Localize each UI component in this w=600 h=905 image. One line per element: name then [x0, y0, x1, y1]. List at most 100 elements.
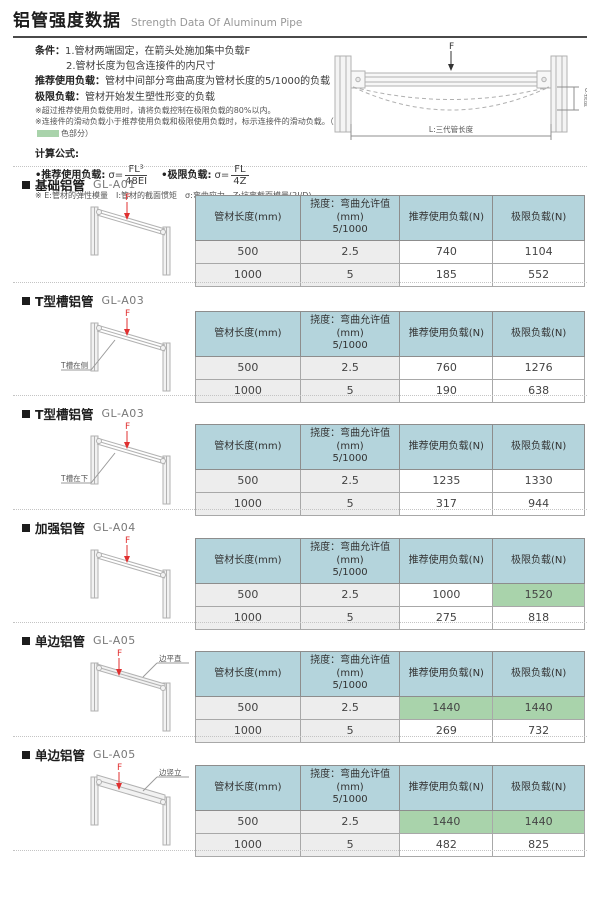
table-row: 500 2.5 1440 1440 [195, 695, 585, 720]
svg-text:T槽在下: T槽在下 [60, 473, 89, 483]
bottom-divider [13, 850, 587, 851]
table-row: 1000 5 275 818 [195, 605, 585, 630]
cell-recommended: 275 [399, 605, 494, 630]
col-header-deflection: 挠度：弯曲允许值(mm) 5/1000 [299, 538, 401, 584]
svg-text:F: F [125, 536, 130, 546]
col-header-length: 管材长度(mm) [195, 765, 301, 811]
cell-deflection: 2.5 [299, 695, 401, 720]
table-header-row: 管材长度(mm) 挠度：弯曲允许值(mm) 5/1000 推荐使用负载(N) 极限… [195, 195, 585, 241]
cell-length: 500 [195, 809, 301, 834]
section-code: GL-A01 [93, 178, 136, 191]
col-header-length: 管材长度(mm) [195, 424, 301, 470]
strength-table: 管材长度(mm) 挠度：弯曲允许值(mm) 5/1000 推荐使用负载(N) 极限… [195, 765, 585, 857]
left-post [334, 55, 352, 133]
figure-callout: T槽在下 [60, 452, 116, 484]
cell-recommended: 760 [399, 355, 494, 380]
table-row: 500 2.5 1440 1440 [195, 809, 585, 834]
svg-text:F: F [117, 649, 122, 659]
section-name: 单边铝管 [35, 748, 86, 763]
cell-length: 500 [195, 695, 301, 720]
table-header-row: 管材长度(mm) 挠度：弯曲允许值(mm) 5/1000 推荐使用负载(N) 极限… [195, 538, 585, 584]
section-figure: F 边竖立 [90, 763, 189, 846]
section-figure: F [90, 193, 171, 276]
recommended-load-text: 管材中间部分弯曲高度为管材长度的5/1000的负载 [105, 76, 331, 88]
cell-ultimate: 818 [492, 605, 585, 630]
conditions-label: 条件： [35, 46, 65, 57]
table-row: 1000 5 185 552 [195, 262, 585, 287]
col-header-deflection: 挠度：弯曲允许值(mm) 5/1000 [299, 651, 401, 697]
note-2-suffix: 色部分） [61, 128, 93, 138]
cell-deflection: 2.5 [299, 355, 401, 380]
col-header-deflection: 挠度：弯曲允许值(mm) 5/1000 [299, 311, 401, 357]
figure-callout: 边竖立 [142, 767, 189, 792]
strength-table: 管材长度(mm) 挠度：弯曲允许值(mm) 5/1000 推荐使用负载(N) 极限… [195, 195, 585, 287]
cell-length: 1000 [195, 378, 301, 403]
section-single-edge-upright: 单边铝管 GL-A05 F 边竖立 管材长度(mm) [13, 736, 587, 857]
section-code: GL-A05 [93, 748, 136, 761]
section-title: 单边铝管 GL-A05 [22, 745, 587, 764]
square-bullet-icon [22, 180, 30, 189]
section-name: T型槽铝管 [35, 294, 94, 309]
condition-line-1: 条件：1.管材两端固定，在箭头处施加集中负载F [35, 44, 335, 59]
table-row: 1000 5 190 638 [195, 378, 585, 403]
svg-text:F: F [449, 42, 454, 52]
col-header-recommended: 推荐使用负载(N) [399, 765, 494, 811]
formula1-label: •推荐使用负载: [35, 169, 106, 181]
svg-text:F: F [125, 193, 130, 203]
strength-table: 管材长度(mm) 挠度：弯曲允许值(mm) 5/1000 推荐使用负载(N) 极限… [195, 424, 585, 516]
cell-recommended: 740 [399, 239, 494, 264]
section-code: GL-A03 [101, 294, 145, 307]
cell-recommended: 1000 [399, 582, 494, 607]
page-title: 铝管强度数据 [13, 11, 121, 31]
green-swatch-icon [37, 129, 59, 137]
col-header-deflection: 挠度：弯曲允许值(mm) 5/1000 [299, 765, 401, 811]
cell-deflection: 2.5 [299, 468, 401, 493]
cell-ultimate-highlighted: 1440 [492, 695, 585, 720]
formula2-label: •极限负载: [161, 169, 212, 181]
col-header-recommended: 推荐使用负载(N) [399, 195, 494, 241]
cell-length: 500 [195, 468, 301, 493]
section-title: 单边铝管 GL-A05 [22, 631, 587, 650]
cell-deflection: 5 [299, 378, 401, 403]
table-row: 1000 5 482 825 [195, 832, 585, 857]
force-arrow-icon: F [124, 536, 130, 563]
force-arrow-icon: F [124, 193, 130, 220]
section-name: T型槽铝管 [35, 407, 94, 422]
section-basic-pipe: 基础铝管 GL-A01 F 管材长度(mm) 挠度：弯曲允许值(mm) 5/100… [13, 166, 587, 287]
cell-ultimate: 825 [492, 832, 585, 857]
note-1: ※超过推荐使用负载使用时，请将负载控制在极限负载的80%以内。 [35, 105, 276, 115]
note-2-text: ※连接件的滑动负载小于推荐使用负载和极限使用负载时，标示连接件的滑动负载。（ [35, 117, 334, 127]
square-bullet-icon [22, 523, 30, 532]
deflection-curve-2 [352, 86, 550, 111]
section-title: 加强铝管 GL-A04 [22, 518, 587, 537]
table-header-row: 管材长度(mm) 挠度：弯曲允许值(mm) 5/1000 推荐使用负载(N) 极限… [195, 424, 585, 470]
formula-row: •推荐使用负载: σ= FL³ 48EI •极限负载: σ= FL 4Z [35, 164, 335, 187]
deflection-dimension [557, 86, 579, 111]
col-header-recommended: 推荐使用负载(N) [399, 311, 494, 357]
section-code: GL-A04 [93, 521, 136, 534]
col-header-ultimate: 极限负载(N) [492, 195, 585, 241]
deflection-curve-1 [352, 86, 550, 100]
length-dimension [350, 124, 552, 140]
col-header-length: 管材长度(mm) [195, 538, 301, 584]
square-bullet-icon [22, 636, 30, 645]
col-header-length: 管材长度(mm) [195, 651, 301, 697]
page-subtitle: Strength Data Of Aluminum Pipe [131, 17, 303, 29]
table-row: 500 2.5 1000 1520 [195, 582, 585, 607]
section-figure: F 边平直 [90, 649, 189, 732]
force-arrow-icon: F [124, 422, 130, 449]
force-arrow-icon: F [124, 309, 130, 336]
svg-text:F: F [125, 422, 130, 432]
svg-text:边平直: 边平直 [159, 653, 182, 663]
section-name: 基础铝管 [35, 178, 86, 193]
recommended-load-line: 推荐使用负载：管材中间部分弯曲高度为管材长度的5/1000的负载 [35, 74, 335, 89]
svg-text:F: F [117, 763, 122, 773]
table-row: 500 2.5 1235 1330 [195, 468, 585, 493]
formula-title: 计算公式: [35, 148, 79, 160]
deflection-label: δ:挠度 [583, 88, 587, 108]
section-name: 加强铝管 [35, 521, 86, 536]
strength-table: 管材长度(mm) 挠度：弯曲允许值(mm) 5/1000 推荐使用负载(N) 极限… [195, 311, 585, 403]
cell-ultimate-highlighted: 1520 [492, 582, 585, 607]
force-arrow-icon: F [116, 649, 122, 676]
